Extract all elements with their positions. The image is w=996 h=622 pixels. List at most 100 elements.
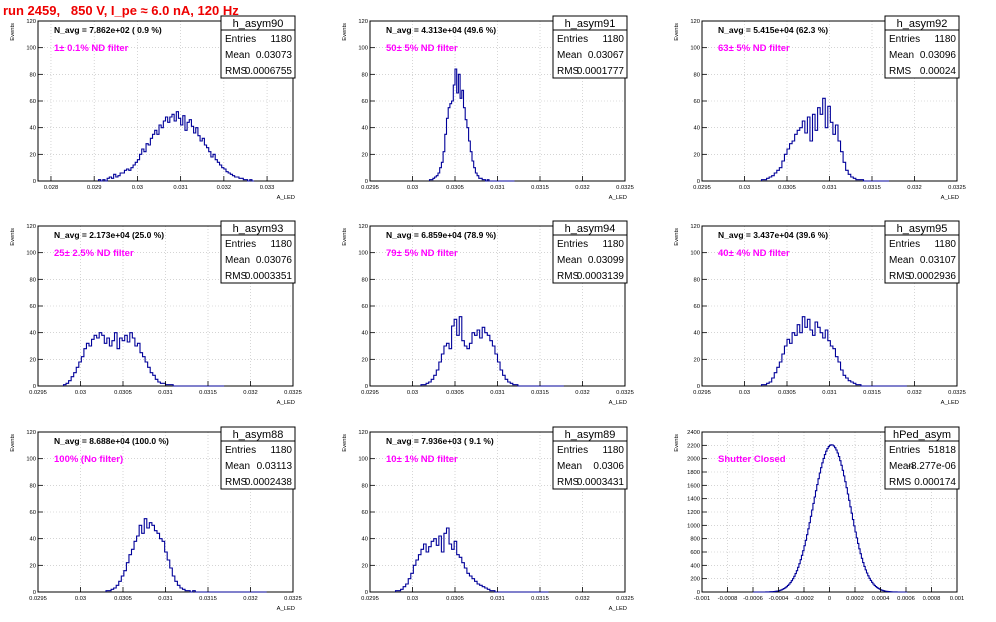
stats-value-0: 1180 (270, 239, 292, 250)
y-tick-label: 100 (358, 46, 368, 52)
y-axis-label: Events (10, 228, 16, 246)
x-tick-label: 0.0325 (616, 596, 634, 602)
y-tick-label: 100 (26, 46, 36, 52)
x-tick-label: 0.0305 (446, 390, 464, 396)
y-tick-label: 100 (358, 251, 368, 257)
histogram-name: h_asym91 (565, 18, 616, 30)
y-tick-label: 0 (33, 384, 36, 390)
y-axis-label: Events (342, 23, 348, 41)
y-tick-label: 60 (694, 304, 700, 310)
histogram-line (105, 518, 267, 593)
stats-label-1: Mean (225, 255, 250, 266)
y-tick-label: 60 (30, 510, 36, 516)
x-tick-label: 0.0295 (361, 390, 379, 396)
y-tick-label: 100 (690, 46, 700, 52)
histogram-panel-h_asym88: 0.0295 0.03 0.0305 0.031 0.0315 0.032 0.0325 0 2… (10, 426, 302, 612)
x-tick-label: 0.001 (950, 596, 965, 602)
stats-label-0: Entries (557, 34, 588, 45)
x-tick-label: 0.032 (575, 390, 590, 396)
y-tick-label: 20 (30, 152, 36, 158)
y-tick-label: 100 (26, 457, 36, 463)
stats-label-1: Mean (225, 461, 250, 472)
x-tick-label: 0.03 (739, 390, 750, 396)
stats-box (884, 426, 960, 490)
y-tick-label: 200 (690, 577, 700, 583)
histogram-panel-h_asym90: 0.028 0.029 0.03 0.031 0.032 0.033 0 20 40 60 80 10… (10, 15, 296, 201)
histogram-name: h_asym93 (233, 223, 284, 235)
x-axis-label: A_LED (277, 195, 295, 201)
stats-label-1: Mean (225, 50, 250, 61)
y-tick-label: 20 (362, 357, 368, 363)
x-tick-label: 0.0315 (199, 390, 217, 396)
x-tick-label: 0.0006 (897, 596, 915, 602)
x-tick-label: 0.03 (75, 596, 86, 602)
stats-value-2: 0.0002936 (909, 271, 957, 282)
y-tick-label: 2400 (687, 430, 700, 436)
n-avg-label: N_avg = 7.936e+03 ( 9.1 %) (386, 436, 494, 446)
stats-box (220, 220, 296, 284)
stats-label-0: Entries (557, 239, 588, 250)
y-tick-label: 1400 (687, 497, 700, 503)
y-axis-label: Events (342, 434, 348, 452)
x-tick-label: 0.031 (490, 390, 505, 396)
histogram-line (760, 97, 889, 182)
stats-label-1: Mean (889, 461, 914, 472)
x-tick-label: 0.0315 (531, 596, 549, 602)
x-tick-label: 0.031 (822, 185, 837, 191)
y-tick-label: 800 (690, 537, 700, 543)
y-tick-label: 60 (362, 99, 368, 105)
y-tick-label: 20 (362, 152, 368, 158)
y-tick-label: 1000 (687, 523, 700, 529)
stats-label-2: RMS (225, 271, 248, 282)
stats-box (552, 220, 628, 284)
stats-value-2: 0.000174 (914, 477, 956, 488)
histogram-panel-h_asym94: 0.0295 0.03 0.0305 0.031 0.0315 0.032 0.0325 0 2… (342, 220, 634, 406)
stats-box (220, 426, 296, 490)
stats-value-1: 0.03073 (256, 50, 293, 61)
stats-value-0: 1180 (934, 239, 956, 250)
y-tick-label: 80 (694, 277, 700, 283)
y-tick-label: 120 (26, 430, 36, 436)
stats-value-2: 0.0001777 (577, 66, 625, 77)
x-tick-label: 0.0305 (446, 596, 464, 602)
x-tick-label: 0.0295 (29, 390, 47, 396)
y-tick-label: 400 (690, 563, 700, 569)
y-axis-label: Events (10, 434, 16, 452)
x-tick-label: 0.0305 (446, 185, 464, 191)
y-tick-label: 100 (358, 457, 368, 463)
stats-value-0: 1180 (934, 34, 956, 45)
stats-value-1: 0.03107 (920, 255, 957, 266)
y-tick-label: 40 (694, 331, 700, 337)
x-tick-label: 0.03 (407, 185, 418, 191)
stats-value-0: 1180 (602, 34, 624, 45)
y-tick-label: 0 (365, 384, 368, 390)
y-tick-label: 40 (362, 537, 368, 543)
x-tick-label: 0.03 (132, 185, 143, 191)
stats-box (552, 426, 628, 490)
stats-label-1: Mean (557, 461, 582, 472)
x-tick-label: 0.03 (407, 390, 418, 396)
y-tick-label: 40 (30, 537, 36, 543)
filter-note: 25± 2.5% ND filter (54, 248, 134, 259)
stats-label-0: Entries (557, 445, 588, 456)
stats-label-1: Mean (557, 255, 582, 266)
x-tick-label: 0.0008 (923, 596, 941, 602)
x-tick-label: 0.0295 (693, 185, 711, 191)
y-tick-label: 120 (26, 224, 36, 230)
y-tick-label: 80 (362, 72, 368, 78)
stats-label-1: Mean (889, 50, 914, 61)
x-tick-label: 0.0315 (199, 596, 217, 602)
stats-value-0: 51818 (928, 445, 956, 456)
x-tick-label: 0.0002 (846, 596, 864, 602)
n-avg-label: N_avg = 8.688e+04 (100.0 %) (54, 436, 169, 446)
stats-box (884, 220, 960, 284)
x-tick-label: 0.032 (217, 185, 232, 191)
histogram-panel-h_asym89: 0.0295 0.03 0.0305 0.031 0.0315 0.032 0.0325 0 2… (342, 426, 634, 612)
filter-note: 1± 0.1% ND filter (54, 43, 129, 54)
n-avg-label: N_avg = 5.415e+04 (62.3 %) (718, 25, 828, 35)
histogram-name: h_asym94 (565, 223, 616, 235)
stats-label-2: RMS (889, 66, 912, 77)
y-tick-label: 60 (30, 304, 36, 310)
stats-value-0: 1180 (602, 239, 624, 250)
